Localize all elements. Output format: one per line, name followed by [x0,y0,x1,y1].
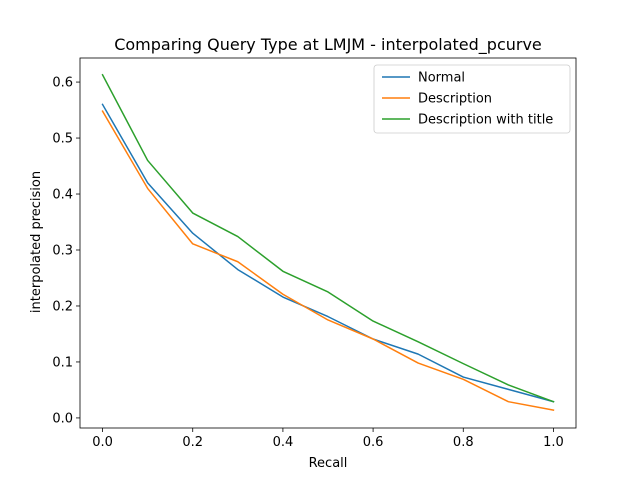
x-tick-label: 0.4 [273,435,294,450]
y-tick-label: 0.1 [52,355,73,370]
y-tick-label: 0.3 [52,243,73,258]
x-tick-label: 0.2 [182,435,203,450]
x-tick-label: 0.6 [363,435,384,450]
x-tick-label: 1.0 [543,435,564,450]
y-tick-label: 0.5 [52,132,73,147]
chart-title: Comparing Query Type at LMJM - interpola… [114,35,542,55]
y-tick-label: 0.4 [52,188,73,203]
y-tick-label: 0.0 [52,411,73,426]
x-axis-label: Recall [309,456,348,471]
y-tick-label: 0.2 [52,299,73,314]
legend-label-1: Description [418,92,492,107]
series-line-2 [101,73,555,403]
legend: Normal Description Description with title [373,64,571,134]
plot-area: 0.0 0.2 0.4 0.6 0.8 1.0 0.0 0.1 0.2 0.3 0.4 0.5 0.6 [52,57,577,450]
legend-box [373,64,571,134]
series-line-0 [101,103,555,403]
y-tick-label: 0.6 [52,76,73,91]
legend-label-0: Normal [418,71,465,86]
series-line-1 [101,110,555,411]
x-tick-label: 0.0 [92,435,113,450]
y-axis-label: interpolated precision [29,171,44,313]
axes-frame [79,57,577,429]
x-tick-label: 0.8 [453,435,474,450]
legend-label-2: Description with title [418,113,553,128]
